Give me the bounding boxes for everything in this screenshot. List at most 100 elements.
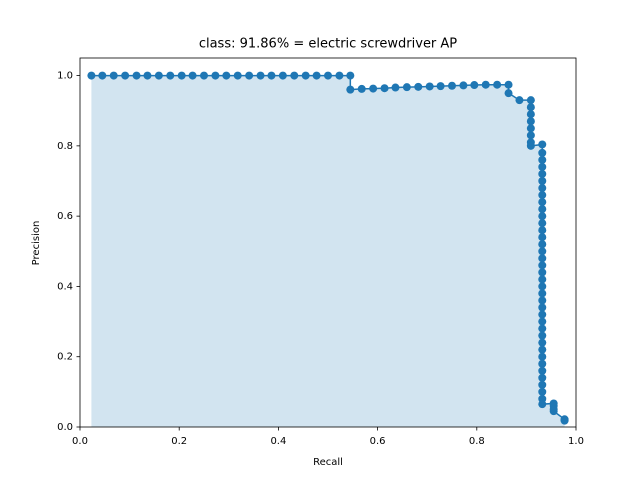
- point: [549, 407, 558, 416]
- x-tick-label: 0.6: [370, 436, 386, 447]
- point: [369, 84, 378, 93]
- point: [538, 212, 547, 221]
- point: [538, 140, 547, 149]
- point: [346, 71, 355, 80]
- point: [538, 184, 547, 193]
- point: [312, 71, 321, 80]
- point: [538, 169, 547, 178]
- point: [177, 71, 186, 80]
- point: [143, 71, 152, 80]
- point: [538, 352, 547, 361]
- point: [200, 71, 208, 80]
- point: [290, 71, 299, 80]
- point: [538, 148, 547, 157]
- point: [278, 71, 287, 80]
- x-tick-label: 1.0: [568, 436, 584, 447]
- point: [121, 71, 130, 80]
- point: [448, 81, 456, 90]
- point: [504, 80, 513, 89]
- plot-frame: [79, 57, 577, 428]
- x-tick-label: 0.0: [72, 436, 88, 447]
- point: [526, 141, 535, 150]
- point: [538, 205, 547, 214]
- point: [301, 71, 310, 80]
- y-tick-label: 1.0: [57, 71, 73, 82]
- x-tick-label: 0.2: [171, 436, 187, 447]
- point: [98, 71, 107, 80]
- point: [538, 247, 547, 256]
- point: [222, 71, 231, 80]
- point: [267, 71, 276, 80]
- point: [538, 226, 547, 235]
- point: [504, 89, 513, 98]
- point: [538, 400, 547, 409]
- point: [493, 80, 502, 89]
- point: [481, 80, 490, 89]
- point: [357, 84, 366, 93]
- point: [470, 81, 479, 90]
- point: [538, 240, 547, 249]
- point: [560, 416, 569, 425]
- point: [324, 71, 332, 80]
- chart-title: class: 91.86% = electric screwdriver AP: [199, 37, 457, 52]
- point: [233, 71, 242, 80]
- point: [538, 177, 547, 185]
- point: [538, 366, 547, 375]
- point: [538, 162, 547, 171]
- point: [335, 71, 344, 80]
- point: [538, 303, 547, 312]
- point: [526, 103, 535, 112]
- point: [515, 96, 524, 105]
- point: [538, 233, 547, 242]
- point: [538, 219, 547, 228]
- y-tick-label: 0.6: [57, 211, 73, 222]
- point: [538, 345, 547, 354]
- y-tick-label: 0.0: [57, 422, 73, 433]
- point: [526, 117, 535, 126]
- x-tick-label: 0.8: [469, 436, 485, 447]
- point: [538, 359, 547, 368]
- area: [91, 75, 565, 428]
- point: [526, 110, 535, 119]
- point: [380, 84, 389, 93]
- point: [346, 85, 355, 94]
- x-tick-label: 0.4: [270, 436, 286, 447]
- point: [425, 82, 434, 91]
- point: [538, 289, 547, 298]
- point: [538, 310, 547, 319]
- point: [538, 254, 547, 263]
- y-tick-label: 0.8: [57, 141, 73, 152]
- point: [414, 82, 423, 91]
- point: [402, 83, 411, 92]
- point: [526, 131, 535, 140]
- point: [166, 71, 175, 80]
- point: [538, 191, 547, 200]
- point: [538, 338, 547, 347]
- point: [391, 83, 400, 92]
- point: [538, 296, 547, 305]
- point: [538, 331, 547, 340]
- point: [256, 71, 265, 80]
- x-axis-label: Recall: [313, 457, 343, 468]
- point: [538, 317, 547, 326]
- y-axis-label: Precision: [31, 221, 42, 266]
- point: [538, 275, 547, 284]
- point: [538, 282, 547, 291]
- point: [538, 198, 547, 207]
- point: [459, 81, 468, 90]
- point: [538, 373, 547, 382]
- point: [109, 71, 118, 80]
- point: [526, 96, 535, 105]
- y-tick-label: 0.2: [57, 352, 73, 363]
- point: [436, 82, 445, 91]
- y-tick-label: 0.4: [57, 281, 73, 292]
- point: [211, 71, 220, 80]
- point: [87, 71, 96, 80]
- point: [245, 71, 254, 80]
- point: [538, 387, 547, 396]
- point: [538, 324, 547, 333]
- point: [538, 380, 547, 389]
- point: [188, 71, 197, 80]
- point: [526, 124, 535, 133]
